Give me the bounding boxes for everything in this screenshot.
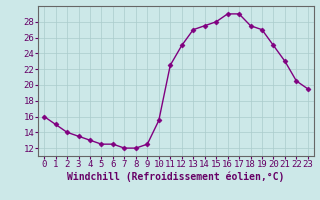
X-axis label: Windchill (Refroidissement éolien,°C): Windchill (Refroidissement éolien,°C) (67, 172, 285, 182)
